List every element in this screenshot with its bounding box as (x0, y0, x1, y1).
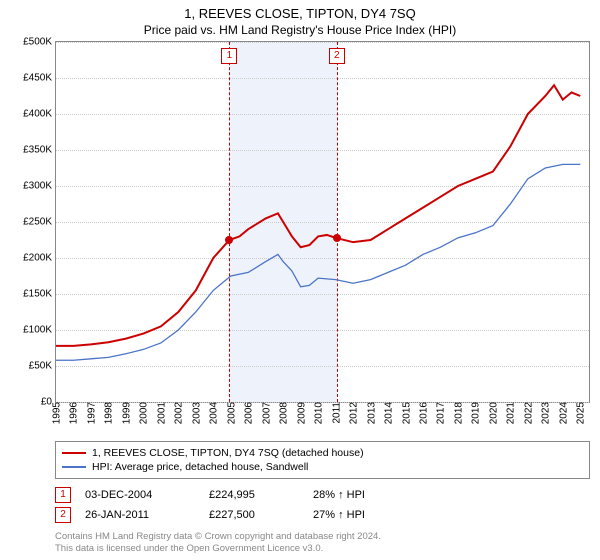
sale-row-hpi: 28% ↑ HPI (313, 489, 403, 501)
x-axis-label: 2008 (277, 402, 290, 424)
page-title: 1, REEVES CLOSE, TIPTON, DY4 7SQ (0, 0, 600, 21)
x-axis-label: 2020 (486, 402, 499, 424)
x-axis-label: 2021 (504, 402, 517, 424)
footer: Contains HM Land Registry data © Crown c… (55, 531, 590, 556)
x-axis-label: 2011 (329, 402, 342, 424)
x-axis-label: 2014 (382, 402, 395, 424)
y-axis-label: £450K (23, 73, 56, 84)
sale-row: 1 03-DEC-2004 £224,995 28% ↑ HPI (55, 485, 590, 505)
footer-line-2: This data is licensed under the Open Gov… (55, 543, 590, 555)
sale-row-price: £224,995 (209, 489, 299, 501)
x-axis-label: 2016 (416, 402, 429, 424)
x-axis-label: 2005 (224, 402, 237, 424)
legend: 1, REEVES CLOSE, TIPTON, DY4 7SQ (detach… (55, 441, 590, 479)
y-axis-label: £500K (23, 37, 56, 48)
y-axis-label: £150K (23, 289, 56, 300)
x-axis-label: 1996 (67, 402, 80, 424)
x-axis-label: 2002 (172, 402, 185, 424)
x-axis-label: 2000 (137, 402, 150, 424)
sale-row-marker: 1 (55, 487, 71, 503)
sale-point-1 (225, 236, 233, 244)
x-axis-label: 2019 (469, 402, 482, 424)
chart: £0£50K£100K£150K£200K£250K£300K£350K£400… (55, 41, 590, 403)
sale-point-2 (333, 234, 341, 242)
sale-row-hpi: 27% ↑ HPI (313, 509, 403, 521)
y-axis-label: £350K (23, 145, 56, 156)
y-axis-label: £300K (23, 181, 56, 192)
sale-row-date: 03-DEC-2004 (85, 489, 195, 501)
x-axis-label: 2004 (207, 402, 220, 424)
legend-swatch (62, 466, 86, 468)
x-axis-label: 2023 (539, 402, 552, 424)
x-axis-label: 2018 (451, 402, 464, 424)
y-axis-label: £100K (23, 325, 56, 336)
y-axis-label: £400K (23, 109, 56, 120)
x-axis-label: 2010 (312, 402, 325, 424)
sale-row-date: 26-JAN-2011 (85, 509, 195, 521)
x-axis-label: 2006 (242, 402, 255, 424)
legend-item: 1, REEVES CLOSE, TIPTON, DY4 7SQ (detach… (62, 446, 583, 460)
x-axis-label: 2025 (574, 402, 587, 424)
x-axis-label: 2009 (294, 402, 307, 424)
sales-table: 1 03-DEC-2004 £224,995 28% ↑ HPI 2 26-JAN-201… (55, 485, 590, 525)
x-axis-label: 1999 (119, 402, 132, 424)
x-axis-label: 1998 (102, 402, 115, 424)
x-axis-label: 2001 (154, 402, 167, 424)
x-axis-label: 1997 (84, 402, 97, 424)
x-axis-label: 2007 (259, 402, 272, 424)
sale-row: 2 26-JAN-2011 £227,500 27% ↑ HPI (55, 505, 590, 525)
x-axis-label: 1995 (50, 402, 63, 424)
legend-item: HPI: Average price, detached house, Sand… (62, 460, 583, 474)
x-axis-label: 2022 (521, 402, 534, 424)
y-axis-label: £250K (23, 217, 56, 228)
footer-line-1: Contains HM Land Registry data © Crown c… (55, 531, 590, 543)
legend-swatch (62, 452, 86, 454)
page-subtitle: Price paid vs. HM Land Registry's House … (0, 21, 600, 41)
series-line (56, 164, 580, 360)
sale-row-marker: 2 (55, 507, 71, 523)
x-axis-label: 2003 (189, 402, 202, 424)
legend-label: 1, REEVES CLOSE, TIPTON, DY4 7SQ (detach… (92, 447, 364, 459)
y-axis-label: £50K (29, 361, 56, 372)
x-axis-label: 2012 (347, 402, 360, 424)
x-axis-label: 2013 (364, 402, 377, 424)
x-axis-label: 2015 (399, 402, 412, 424)
sale-row-price: £227,500 (209, 509, 299, 521)
chart-lines (56, 42, 589, 402)
legend-label: HPI: Average price, detached house, Sand… (92, 461, 308, 473)
y-axis-label: £200K (23, 253, 56, 264)
x-axis-label: 2024 (556, 402, 569, 424)
x-axis-label: 2017 (434, 402, 447, 424)
